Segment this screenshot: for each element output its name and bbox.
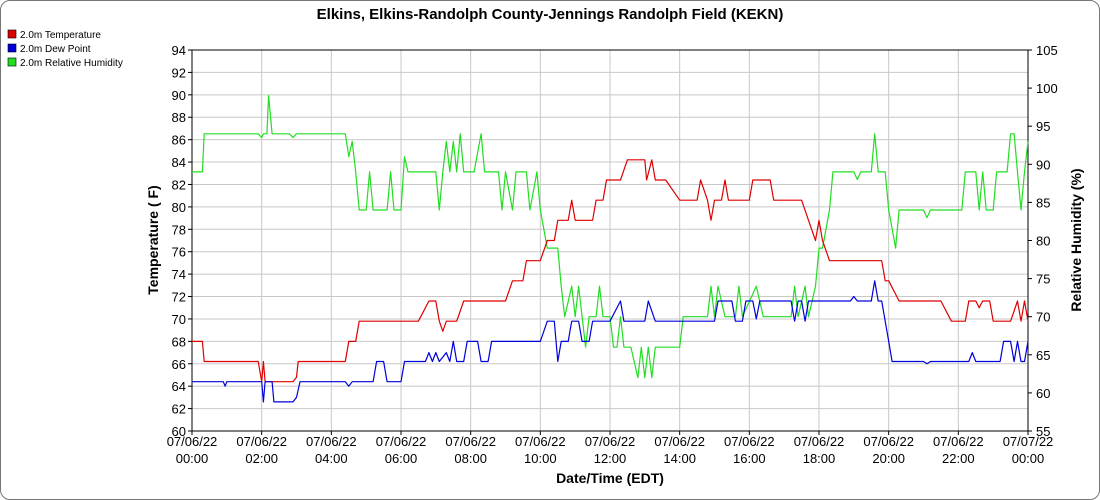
y-tick-label: 66	[172, 357, 186, 372]
y2-tick-label: 105	[1036, 43, 1058, 58]
gridlines	[191, 49, 1029, 432]
y-tick-label: 68	[172, 334, 186, 349]
legend-swatch	[7, 57, 17, 67]
y-tick-label: 78	[172, 222, 186, 237]
x-tick-time: 06:00	[385, 451, 418, 466]
x-tick-time: 18:00	[803, 451, 836, 466]
y-tick-label: 64	[172, 379, 186, 394]
x-tick-date: 07/06/22	[933, 434, 984, 449]
legend-swatch	[7, 29, 17, 39]
x-tick-date: 07/06/22	[236, 434, 287, 449]
y-axis-ticks: 60 62 64 66 68 70 72 74 76 78 80 82 84 86 88 90 92 94	[172, 43, 192, 439]
y2-axis-ticks: 55 60 65 70 75 80 85 90 95 100 105	[1028, 43, 1058, 439]
series-line-2-0m-dew-point	[192, 280, 1029, 403]
x-tick-time: 04:00	[315, 451, 348, 466]
legend-label: 2.0m Dew Point	[20, 44, 91, 55]
y2-tick-label: 75	[1036, 272, 1050, 287]
x-axis-ticks: 07/06/22 00:00 07/06/22 02:00 07/06/22 04:00 0…	[167, 431, 1054, 466]
y2-tick-label: 80	[1036, 234, 1050, 249]
y-tick-label: 84	[172, 155, 186, 170]
chart-title: Elkins, Elkins-Randolph County-Jennings …	[317, 6, 784, 23]
y2-tick-label: 70	[1036, 310, 1050, 325]
x-tick-date: 07/06/22	[306, 434, 357, 449]
x-axis-title: Date/Time (EDT)	[556, 470, 664, 486]
y-tick-label: 94	[172, 43, 186, 58]
x-tick-date: 07/06/22	[654, 434, 705, 449]
y-tick-label: 86	[172, 133, 186, 148]
y-tick-label: 60	[172, 424, 186, 439]
y-tick-label: 80	[172, 200, 186, 215]
series-line-2-0m-relative-humidity	[192, 95, 1029, 379]
series-line-2-0m-temperature	[192, 159, 1029, 383]
x-tick-time: 12:00	[594, 451, 627, 466]
y-tick-label: 82	[172, 177, 186, 192]
y-tick-label: 74	[172, 267, 186, 282]
y-tick-label: 62	[172, 402, 186, 417]
x-tick-date: 07/06/22	[445, 434, 496, 449]
x-tick-date: 07/06/22	[376, 434, 427, 449]
y-tick-label: 88	[172, 110, 186, 125]
y2-axis-title: Relative Humidity (%)	[1068, 168, 1084, 311]
y2-tick-label: 65	[1036, 348, 1050, 363]
legend: 2.0m Temperature 2.0m Dew Point 2.0m Relat…	[7, 29, 123, 69]
x-tick-date: 07/07/22	[1003, 434, 1054, 449]
x-tick-time: 00:00	[176, 451, 209, 466]
y2-tick-label: 90	[1036, 157, 1050, 172]
x-tick-date: 07/06/22	[724, 434, 775, 449]
x-tick-date: 07/06/22	[794, 434, 845, 449]
x-tick-time: 00:00	[1012, 451, 1045, 466]
y2-tick-label: 95	[1036, 119, 1050, 134]
x-tick-date: 07/06/22	[863, 434, 914, 449]
x-tick-time: 14:00	[663, 451, 696, 466]
y2-tick-label: 100	[1036, 81, 1058, 96]
x-tick-time: 22:00	[942, 451, 975, 466]
x-tick-time: 10:00	[524, 451, 557, 466]
y-tick-label: 72	[172, 290, 186, 305]
x-tick-date: 07/06/22	[515, 434, 566, 449]
x-tick-time: 20:00	[872, 451, 905, 466]
y-tick-label: 92	[172, 65, 186, 80]
y-tick-label: 90	[172, 88, 186, 103]
x-tick-date: 07/06/22	[585, 434, 636, 449]
legend-label: 2.0m Relative Humidity	[20, 58, 123, 69]
legend-label: 2.0m Temperature	[20, 30, 101, 41]
x-tick-date: 07/06/22	[167, 434, 218, 449]
y2-tick-label: 55	[1036, 424, 1050, 439]
y-tick-label: 76	[172, 245, 186, 260]
x-tick-time: 02:00	[245, 451, 278, 466]
x-tick-time: 08:00	[454, 451, 487, 466]
series-lines	[192, 95, 1029, 403]
y-axis-title: Temperature ( F)	[145, 185, 161, 294]
y2-tick-label: 60	[1036, 386, 1050, 401]
y2-tick-label: 85	[1036, 195, 1050, 210]
x-tick-time: 16:00	[733, 451, 766, 466]
legend-swatch	[7, 43, 17, 53]
y-tick-label: 70	[172, 312, 186, 327]
